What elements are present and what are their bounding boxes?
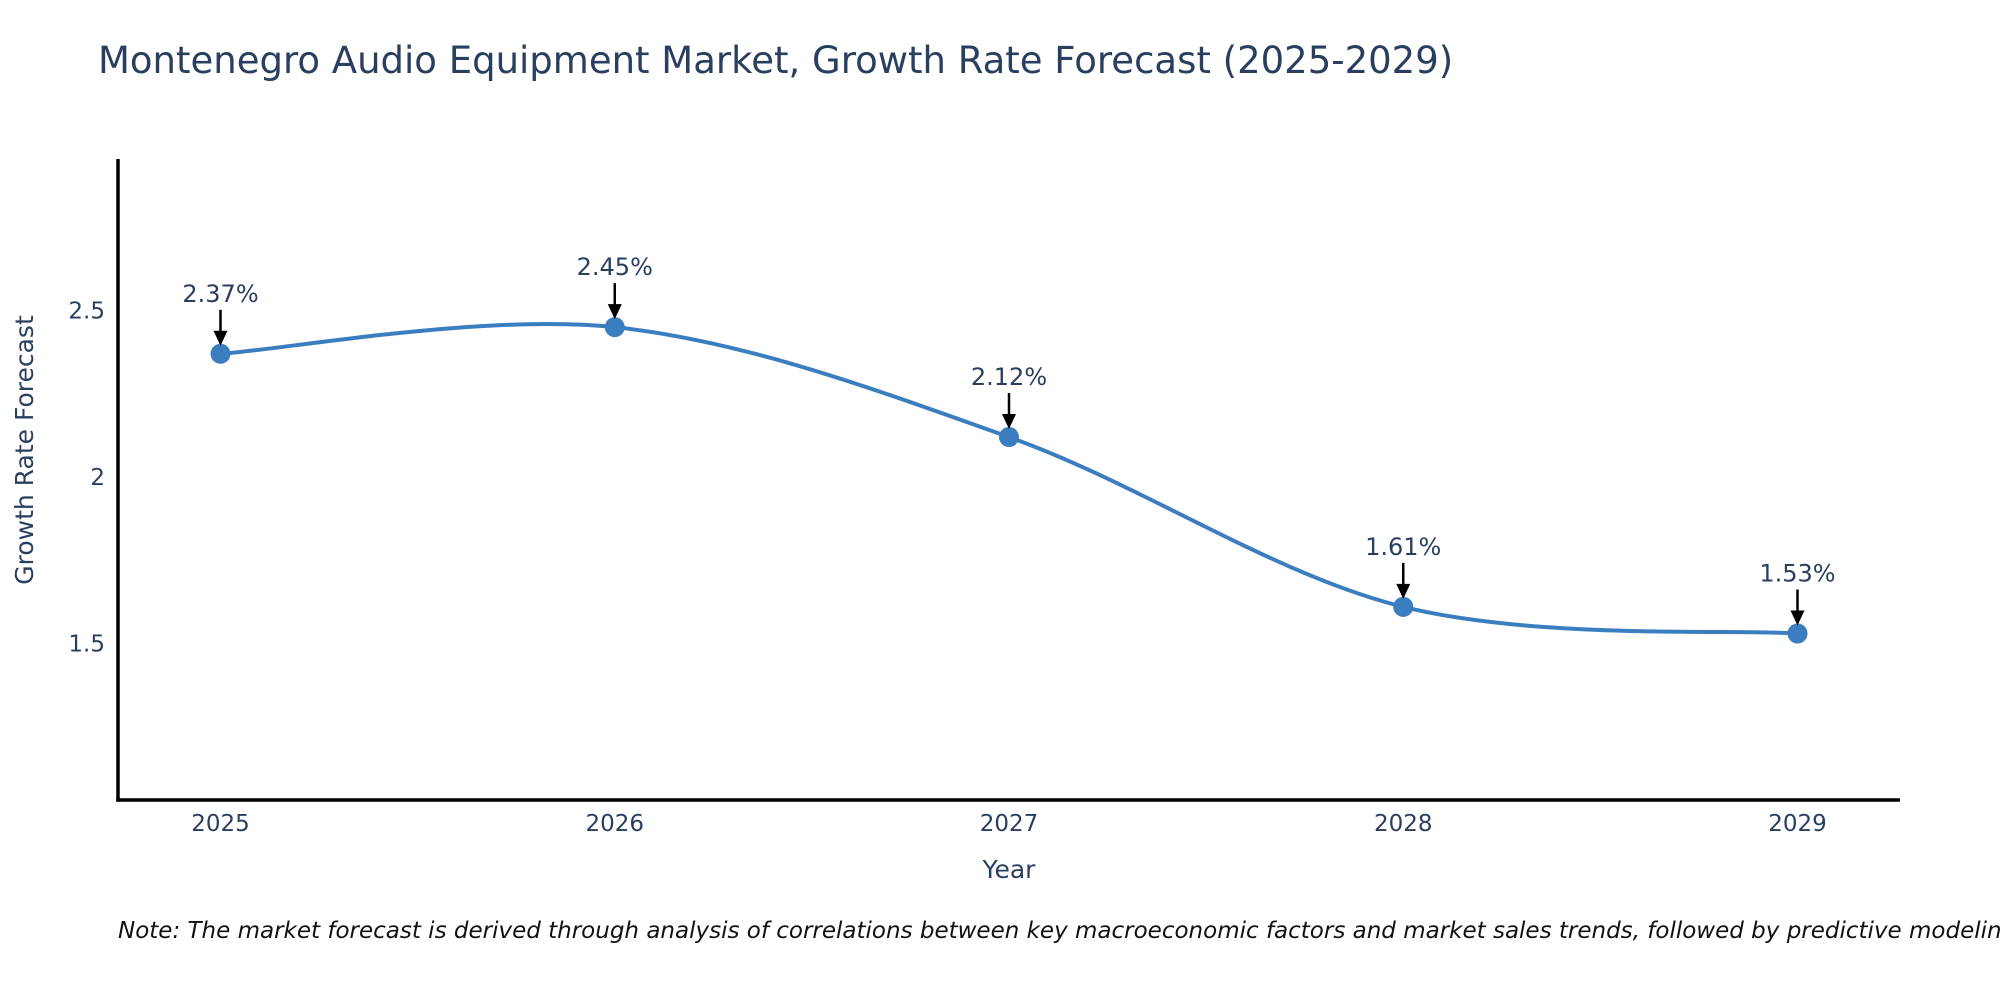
x-tick-label: 2028 [1374, 811, 1433, 837]
chart-title: Montenegro Audio Equipment Market, Growt… [98, 39, 1454, 82]
point-annotations: 2.37% 2.45% 2.12% 1.61% 1.53% [182, 253, 1836, 626]
annotation-arrowhead-icon [607, 304, 622, 320]
axis-titles: Year Growth Rate Forecast [10, 315, 1036, 884]
point-value-label: 2.37% [182, 280, 258, 308]
y-axis-title: Growth Rate Forecast [10, 315, 39, 585]
annotation-arrowhead-icon [1790, 610, 1805, 626]
footnote: Note: The market forecast is derived thr… [118, 918, 2000, 944]
y-tick-label: 1.5 [68, 631, 105, 657]
x-tick-label: 2029 [1768, 811, 1827, 837]
y-tick-label: 2.5 [68, 299, 105, 325]
x-tick-label: 2025 [191, 811, 250, 837]
annotation-arrowhead-icon [1396, 583, 1411, 599]
point-value-label: 2.45% [577, 253, 653, 281]
x-axis-title: Year [982, 855, 1037, 884]
data-point-marker[interactable] [210, 343, 231, 364]
point-value-label: 2.12% [971, 363, 1047, 391]
annotation-arrowhead-icon [213, 330, 228, 346]
data-point-marker[interactable] [1787, 623, 1808, 644]
axes [116, 159, 1900, 802]
tick-labels: 1.5 2 2.5 2025 2026 2027 2028 2029 [68, 299, 1826, 837]
point-value-label: 1.61% [1365, 533, 1441, 561]
y-tick-label: 2 [90, 465, 105, 491]
data-point-marker[interactable] [604, 317, 625, 338]
x-tick-label: 2026 [585, 811, 644, 837]
annotation-arrowhead-icon [1002, 414, 1016, 430]
point-value-label: 1.53% [1759, 560, 1835, 588]
data-point-marker[interactable] [1393, 596, 1414, 617]
x-tick-label: 2027 [980, 811, 1039, 837]
series-markers [210, 317, 1808, 644]
data-point-marker[interactable] [999, 427, 1019, 448]
